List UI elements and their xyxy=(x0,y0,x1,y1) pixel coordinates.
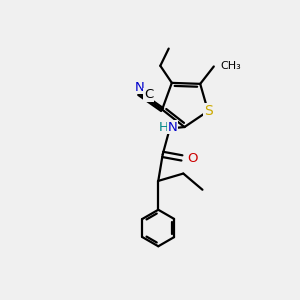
Text: S: S xyxy=(204,104,212,118)
Text: CH₃: CH₃ xyxy=(220,61,241,71)
Text: C: C xyxy=(144,88,153,101)
Text: O: O xyxy=(188,152,198,165)
Text: N: N xyxy=(168,121,178,134)
Text: N: N xyxy=(134,80,144,94)
Text: H: H xyxy=(158,121,168,134)
